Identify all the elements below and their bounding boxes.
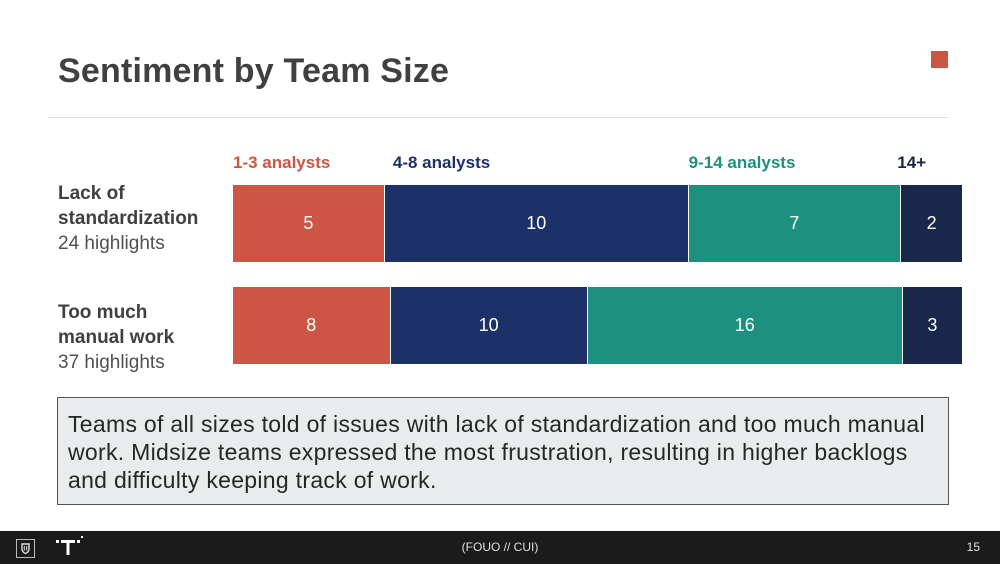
bar-segment-4-8-analysts: 10 [390, 287, 588, 364]
bar-segment-9-14-analysts: 7 [688, 185, 902, 262]
row-label-lack-of-standardization: Lack of standardization 24 highlights [58, 181, 228, 256]
data-label: 10 [526, 213, 547, 233]
summary-callout: Teams of all sizes told of issues with l… [57, 397, 949, 505]
bar-segment-4-8-analysts: 10 [384, 185, 689, 262]
bar-too-much-manual-work: 8 10 16 3 [233, 287, 962, 364]
footer-bar: (FOUO // CUI) 15 [0, 531, 1000, 564]
data-label: 5 [303, 213, 314, 233]
data-label: 2 [926, 213, 937, 233]
data-label: 3 [927, 315, 938, 335]
legend-item-4-8-analysts: 4-8 analysts [392, 153, 491, 172]
legend-item-14: 14+ [897, 153, 927, 172]
category-label: Lack of standardization [58, 183, 199, 229]
page-number: 15 [966, 540, 980, 554]
category-subtitle: 37 highlights [58, 352, 165, 373]
bar-segment-14: 2 [901, 185, 962, 262]
bar-segment-1-3-analysts: 5 [233, 185, 385, 262]
bar-segment-9-14-analysts: 16 [587, 287, 903, 364]
bar-segment-14: 3 [902, 287, 962, 364]
shield-icon [16, 539, 35, 558]
data-label: 16 [734, 315, 755, 335]
legend-item-9-14-analysts: 9-14 analysts [688, 153, 796, 172]
data-label: 10 [478, 315, 499, 335]
legend-item-1-3-analysts: 1-3 analysts [233, 153, 331, 172]
category-subtitle: 24 highlights [58, 233, 165, 254]
bar-lack-of-standardization: 5 10 7 2 [233, 185, 962, 262]
category-label: Too much manual work [58, 302, 175, 348]
data-label: 7 [789, 213, 800, 233]
bar-segment-1-3-analysts: 8 [233, 287, 391, 364]
accent-square [931, 51, 948, 68]
title-divider [48, 117, 948, 118]
row-label-too-much-manual-work: Too much manual work 37 highlights [58, 300, 208, 375]
t-logo-icon [56, 535, 84, 564]
data-label: 8 [306, 315, 317, 335]
classification-marking: (FOUO // CUI) [461, 540, 539, 554]
page-title: Sentiment by Team Size [58, 52, 450, 90]
